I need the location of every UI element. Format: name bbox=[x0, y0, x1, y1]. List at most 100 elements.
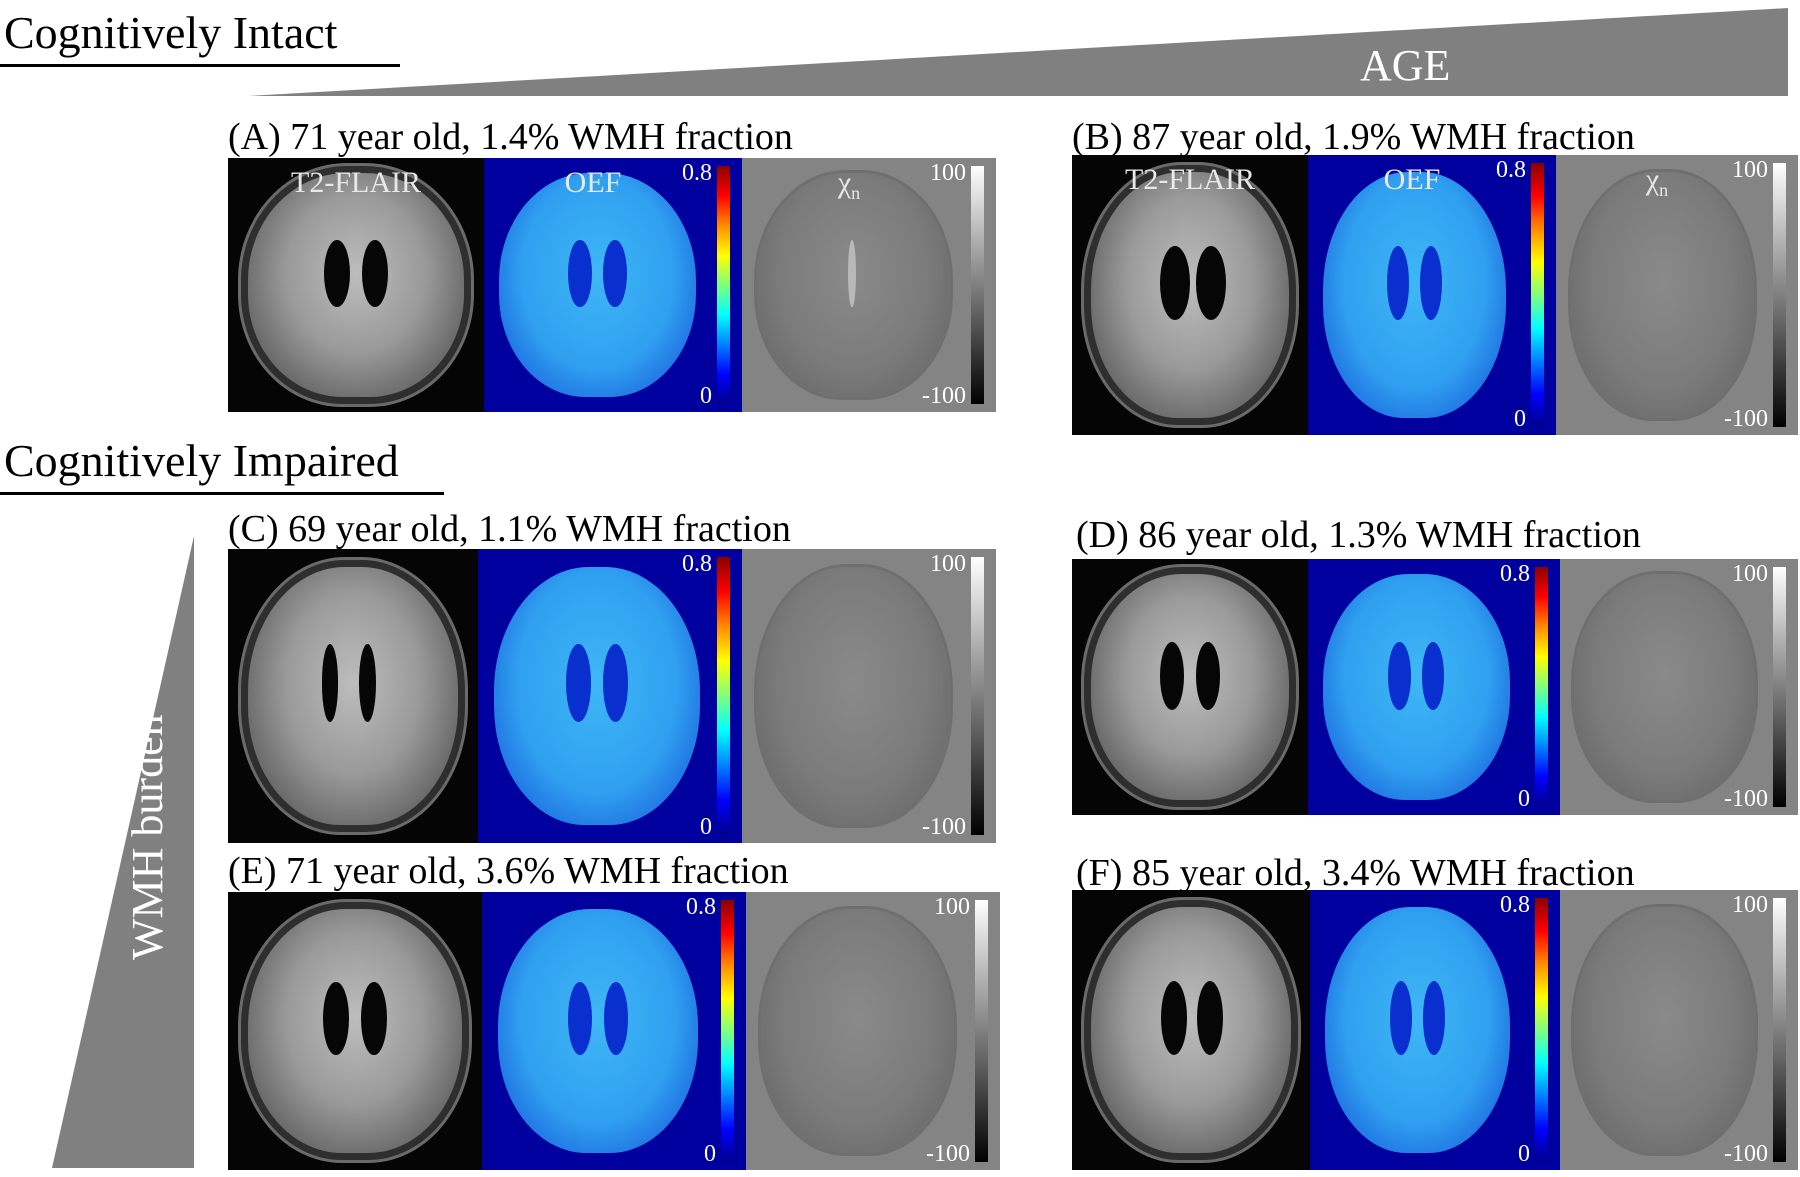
ventricle bbox=[1195, 641, 1220, 710]
chi-colorbar-max: 100 bbox=[1732, 157, 1768, 183]
wmh-burden-wedge bbox=[52, 536, 194, 1168]
chi-map: 100 -100 bbox=[742, 549, 996, 843]
chi-colorbar bbox=[975, 900, 988, 1162]
oef-map: 0.8 0 bbox=[482, 892, 746, 1170]
brain-slice bbox=[1325, 906, 1510, 1154]
t2-flair-label: T2-FLAIR bbox=[1125, 163, 1255, 196]
chi-colorbar-max: 100 bbox=[930, 551, 966, 577]
brain-slice bbox=[761, 908, 955, 1154]
brain-slice bbox=[757, 173, 951, 397]
chi-colorbar-min: -100 bbox=[1724, 1141, 1768, 1167]
oef-colorbar bbox=[1535, 898, 1548, 1162]
chi-symbol: χ bbox=[1645, 163, 1660, 196]
chi-colorbar bbox=[1773, 898, 1786, 1162]
oef-colorbar bbox=[721, 900, 734, 1162]
chi-symbol: χ bbox=[837, 166, 852, 199]
t2-flair-image bbox=[1072, 890, 1310, 1170]
ventricle bbox=[1388, 641, 1411, 710]
brain-slice bbox=[248, 566, 458, 826]
ventricle bbox=[1160, 980, 1187, 1055]
panel-c-images: 0.8 0 100 -100 bbox=[228, 549, 996, 843]
brain-slice bbox=[757, 566, 951, 826]
oef-colorbar-min: 0 bbox=[1518, 1141, 1530, 1167]
oef-colorbar-max: 0.8 bbox=[682, 160, 712, 186]
cognitively-impaired-title: Cognitively Impaired bbox=[4, 435, 399, 486]
ventricle bbox=[361, 982, 387, 1056]
oef-map: OEF 0.8 0 bbox=[1308, 155, 1556, 435]
ventricle bbox=[1421, 641, 1445, 710]
panel-a-images: T2-FLAIR OEF 0.8 0 χn 100 -100 bbox=[228, 158, 996, 412]
ventricle bbox=[359, 644, 377, 722]
ventricle bbox=[321, 644, 339, 722]
wmh-burden-label: WMH burden bbox=[123, 714, 172, 960]
chi-map: 100 -100 bbox=[746, 892, 1000, 1170]
ventricle bbox=[1423, 980, 1446, 1055]
brain-slice bbox=[1574, 574, 1756, 800]
ventricle bbox=[603, 240, 627, 308]
ventricle bbox=[1196, 980, 1223, 1055]
oef-colorbar bbox=[1531, 163, 1544, 427]
panel-b-caption: (B) 87 year old, 1.9% WMH fraction bbox=[1072, 116, 1635, 158]
chi-colorbar-max: 100 bbox=[934, 894, 970, 920]
ventricle bbox=[602, 644, 628, 722]
t2-flair-label: T2-FLAIR bbox=[291, 166, 421, 199]
brain-slice bbox=[499, 173, 696, 397]
ventricle bbox=[1160, 641, 1185, 710]
cognitively-intact-title: Cognitively Intact bbox=[4, 7, 338, 58]
age-wedge bbox=[248, 8, 1788, 96]
ventricle bbox=[568, 240, 592, 308]
chi-map: 100 -100 bbox=[1560, 890, 1798, 1170]
oef-map: 0.8 0 bbox=[1308, 559, 1560, 815]
chi-colorbar-min: -100 bbox=[1724, 786, 1768, 812]
chi-colorbar-min: -100 bbox=[1724, 406, 1768, 432]
ventricle bbox=[568, 982, 593, 1056]
chi-subscript: n bbox=[1659, 180, 1669, 200]
t2-flair-image bbox=[1072, 559, 1308, 815]
ventricle bbox=[323, 240, 350, 308]
chi-label: χn bbox=[742, 166, 956, 204]
chi-colorbar bbox=[971, 166, 984, 404]
t2-flair-image bbox=[228, 892, 482, 1170]
oef-colorbar-min: 0 bbox=[700, 814, 712, 840]
panel-e-caption: (E) 71 year old, 3.6% WMH fraction bbox=[228, 850, 789, 892]
brain-slice bbox=[1570, 171, 1755, 419]
chi-map: χn 100 -100 bbox=[742, 158, 996, 412]
t2-flair-image: T2-FLAIR bbox=[1072, 155, 1308, 435]
chi-map: χn 100 -100 bbox=[1556, 155, 1798, 435]
ventricle bbox=[362, 240, 389, 308]
oef-colorbar bbox=[717, 557, 730, 835]
brain-slice bbox=[1574, 906, 1756, 1154]
oef-colorbar bbox=[717, 166, 730, 404]
ventricle bbox=[1387, 245, 1410, 320]
impaired-title-underline bbox=[0, 492, 444, 495]
chi-colorbar-max: 100 bbox=[1732, 892, 1768, 918]
chi-colorbar-min: -100 bbox=[922, 814, 966, 840]
oef-label: OEF bbox=[564, 166, 622, 199]
brain-slice bbox=[248, 908, 462, 1154]
ventricle bbox=[1195, 245, 1226, 320]
ventricle bbox=[565, 644, 591, 722]
panel-a-caption: (A) 71 year old, 1.4% WMH fraction bbox=[228, 116, 793, 158]
chi-colorbar bbox=[1773, 163, 1786, 427]
chi-colorbar bbox=[1773, 567, 1786, 807]
brain-slice bbox=[1322, 171, 1507, 419]
brain-slice bbox=[1091, 906, 1291, 1154]
chi-colorbar-min: -100 bbox=[926, 1141, 970, 1167]
chi-colorbar bbox=[971, 557, 984, 835]
panel-d-images: 0.8 0 100 -100 bbox=[1072, 559, 1798, 815]
ventricle bbox=[847, 240, 856, 308]
panel-c-caption: (C) 69 year old, 1.1% WMH fraction bbox=[228, 508, 791, 550]
oef-label: OEF bbox=[1383, 163, 1441, 196]
brain-slice bbox=[1090, 171, 1290, 419]
oef-colorbar-max: 0.8 bbox=[1500, 892, 1530, 918]
chi-colorbar-max: 100 bbox=[930, 160, 966, 186]
oef-colorbar-min: 0 bbox=[704, 1141, 716, 1167]
chi-map: 100 -100 bbox=[1560, 559, 1798, 815]
oef-map: 0.8 0 bbox=[1310, 890, 1560, 1170]
oef-map: OEF 0.8 0 bbox=[484, 158, 742, 412]
chi-subscript: n bbox=[851, 183, 861, 203]
t2-flair-image: T2-FLAIR bbox=[228, 158, 484, 412]
ventricle bbox=[1160, 245, 1190, 320]
panel-e-images: 0.8 0 100 -100 bbox=[228, 892, 1000, 1170]
age-label: AGE bbox=[1360, 41, 1451, 90]
